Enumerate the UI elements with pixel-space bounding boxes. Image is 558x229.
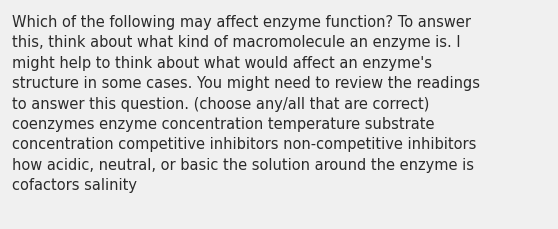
Text: Which of the following may affect enzyme function? To answer
this, think about w: Which of the following may affect enzyme… xyxy=(12,15,480,192)
